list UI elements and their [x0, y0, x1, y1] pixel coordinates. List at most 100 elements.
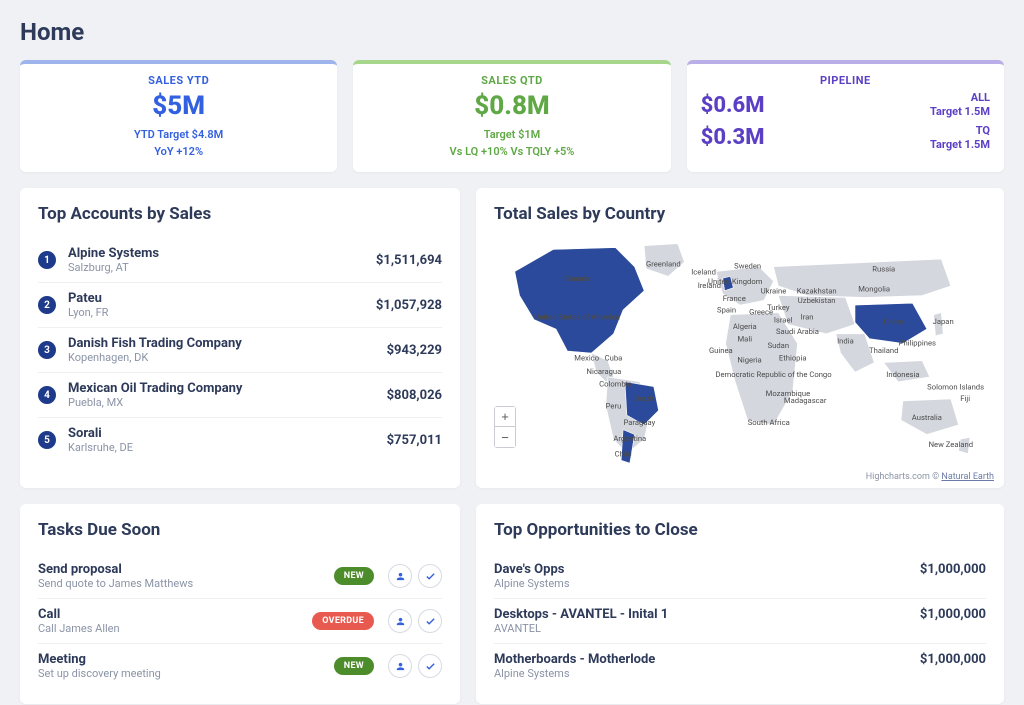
kpi-value: $0.8M: [367, 91, 656, 121]
row-accounts-map: Top Accounts by Sales 1Alpine SystemsSal…: [20, 188, 1004, 488]
panel-title: Top Opportunities to Close: [494, 520, 986, 540]
account-value: $1,057,928: [376, 298, 442, 313]
account-row[interactable]: 3Danish Fish Trading CompanyKopenhagen, …: [38, 328, 442, 373]
account-location: Salzburg, AT: [68, 261, 376, 274]
assign-user-button[interactable]: [388, 654, 412, 678]
country-label: Sweden: [734, 262, 761, 271]
country-label: Thailand: [869, 346, 898, 355]
account-info: SoraliKarlsruhe, DE: [68, 426, 387, 454]
country-label: Uzbekistan: [798, 296, 836, 305]
opportunity-value: $1,000,000: [920, 607, 986, 635]
country-label: Ethiopia: [779, 354, 807, 363]
account-location: Lyon, FR: [68, 306, 376, 319]
kpi-sub: Target $1M: [367, 127, 656, 144]
kpi-sub: Vs LQ +10% Vs TQLY +5%: [367, 144, 656, 161]
task-info: Send proposalSend quote to James Matthew…: [38, 562, 334, 590]
kpi-card-ytd[interactable]: SALES YTD $5M YTD Target $4.8M YoY +12%: [20, 60, 337, 172]
account-location: Puebla, MX: [68, 396, 387, 409]
country-label: Chile: [615, 450, 632, 459]
account-location: Karlsruhe, DE: [68, 441, 387, 454]
opportunity-row[interactable]: Dave's OppsAlpine Systems$1,000,000: [494, 554, 986, 599]
rank-badge: 1: [38, 251, 56, 269]
status-badge: NEW: [334, 567, 374, 585]
country-label: Iran: [801, 312, 814, 321]
kpi-card-pipeline[interactable]: PIPELINE $0.6M ALL Target 1.5M $0.3M TQ …: [687, 60, 1004, 172]
country-label: United States of America: [534, 312, 620, 321]
opportunity-account: Alpine Systems: [494, 577, 570, 590]
task-subtitle: Send quote to James Matthews: [38, 577, 334, 590]
country-label: Mongolia: [858, 285, 890, 294]
task-title: Send proposal: [38, 562, 334, 577]
opportunities-panel: Top Opportunities to Close Dave's OppsAl…: [476, 504, 1004, 704]
country-label: Iceland: [691, 267, 716, 276]
account-name: Danish Fish Trading Company: [68, 336, 387, 351]
country-label: Algeria: [733, 322, 757, 331]
task-row[interactable]: CallCall James AllenOVERDUE: [38, 599, 442, 644]
account-location: Kopenhagen, DK: [68, 351, 387, 364]
country-label: Russia: [872, 265, 895, 274]
country-label: Kazakhstan: [797, 287, 837, 296]
complete-task-button[interactable]: [418, 654, 442, 678]
account-value: $943,229: [387, 343, 442, 358]
country-label: Canada: [564, 274, 590, 283]
task-info: MeetingSet up discovery meeting: [38, 652, 334, 680]
row-tasks-opps: Tasks Due Soon Send proposalSend quote t…: [20, 504, 1004, 704]
account-row[interactable]: 1 Alpine SystemsSalzburg, AT$1,511,694: [38, 238, 442, 283]
country-label: Paraguay: [623, 418, 655, 427]
opportunity-name: Dave's Opps: [494, 562, 570, 577]
status-badge: OVERDUE: [312, 612, 374, 630]
opportunity-row[interactable]: Desktops - AVANTEL - Inital 1AVANTEL$1,0…: [494, 599, 986, 644]
rank-badge: 5: [38, 431, 56, 449]
country-label: Greenland: [646, 260, 681, 269]
kpi-label: SALES YTD: [34, 74, 323, 87]
assign-user-button[interactable]: [388, 609, 412, 633]
country-label: Australia: [912, 413, 942, 422]
map-credit-link[interactable]: Natural Earth: [941, 472, 994, 482]
opportunity-info: Dave's OppsAlpine Systems: [494, 562, 570, 590]
country-label: Greece: [749, 308, 773, 317]
top-accounts-panel: Top Accounts by Sales 1Alpine SystemsSal…: [20, 188, 460, 488]
country-label: Guinea: [709, 346, 733, 355]
task-subtitle: Set up discovery meeting: [38, 667, 334, 680]
world-map[interactable]: GreenlandIcelandSwedenRussiaIrelandUnite…: [494, 238, 986, 468]
country-label: Nicaragua: [587, 367, 622, 376]
country-label: Israel: [774, 315, 793, 324]
account-row[interactable]: 4Mexican Oil Trading CompanyPuebla, MX$8…: [38, 373, 442, 418]
pipeline-value: $0.3M: [701, 125, 765, 150]
task-row[interactable]: MeetingSet up discovery meetingNEW: [38, 644, 442, 688]
opportunity-row[interactable]: Motherboards - MotherlodeAlpine Systems$…: [494, 644, 986, 688]
country-shape[interactable]: [515, 248, 644, 353]
panel-title: Total Sales by Country: [494, 204, 986, 224]
task-info: CallCall James Allen: [38, 607, 312, 635]
account-row[interactable]: 5 SoraliKarlsruhe, DE$757,011: [38, 418, 442, 462]
zoom-in-button[interactable]: +: [495, 407, 515, 427]
complete-task-button[interactable]: [418, 609, 442, 633]
country-label: France: [723, 294, 746, 303]
kpi-card-qtd[interactable]: SALES QTD $0.8M Target $1M Vs LQ +10% Vs…: [353, 60, 670, 172]
opportunity-account: Alpine Systems: [494, 667, 655, 680]
zoom-out-button[interactable]: −: [495, 427, 515, 447]
opportunity-account: AVANTEL: [494, 622, 668, 635]
country-label: United Kingdom: [708, 277, 763, 286]
account-value: $757,011: [387, 433, 442, 448]
task-row[interactable]: Send proposalSend quote to James Matthew…: [38, 554, 442, 599]
account-info: Alpine SystemsSalzburg, AT: [68, 246, 376, 274]
opportunity-name: Motherboards - Motherlode: [494, 652, 655, 667]
account-row[interactable]: 2PateuLyon, FR$1,057,928: [38, 283, 442, 328]
country-label: Cuba: [605, 354, 623, 363]
complete-task-button[interactable]: [418, 564, 442, 588]
pipeline-meta: TQ Target 1.5M: [930, 124, 990, 153]
country-label: India: [837, 336, 854, 345]
map-credit: Highcharts.com © Natural Earth: [866, 472, 994, 482]
pipeline-meta: ALL Target 1.5M: [930, 91, 990, 120]
pipeline-row-tq: $0.3M TQ Target 1.5M: [701, 124, 990, 153]
kpi-label: SALES QTD: [367, 74, 656, 87]
kpi-sub: YTD Target $4.8M: [34, 127, 323, 144]
assign-user-button[interactable]: [388, 564, 412, 588]
page-title: Home: [20, 18, 1004, 46]
account-value: $1,511,694: [376, 253, 442, 268]
account-name: Mexican Oil Trading Company: [68, 381, 387, 396]
pipeline-row-all: $0.6M ALL Target 1.5M: [701, 91, 990, 120]
country-label: Madagascar: [784, 396, 827, 405]
account-name: Alpine Systems: [68, 246, 376, 261]
